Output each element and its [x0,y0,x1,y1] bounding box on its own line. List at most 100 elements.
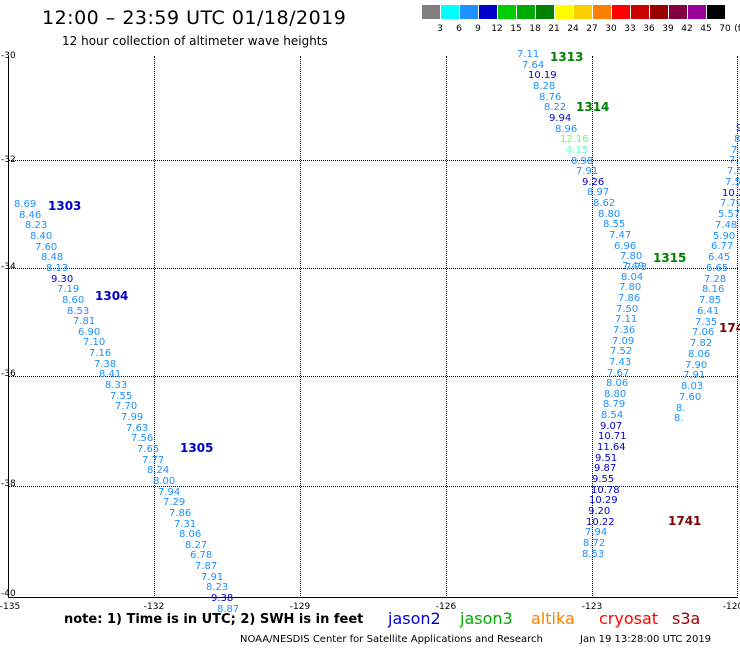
satellite-legend-entry: altika [531,609,575,628]
wave-height-value: 8.24 [147,465,170,476]
wave-height-value: 8.79 [603,399,626,410]
wave-height-value: 7.77 [142,455,165,466]
legend-swatch [707,5,725,19]
wave-height-value: 7.06 [692,327,715,338]
wave-height-value: 8.76 [539,92,562,103]
wave-height-value: 7.86 [618,293,641,304]
wave-height-value: 8.62 [593,198,616,209]
legend-swatch [650,5,668,19]
wave-height-value: 8.40 [30,231,53,242]
legend-label: 24 [567,24,579,34]
wave-height-value: 8. [674,413,684,424]
gridline-lon-129 [300,56,301,598]
wave-height-value: 8.48 [41,252,64,263]
wave-height-value: 8.03 [681,381,704,392]
satellite-legend-entry: jason2 [388,609,441,628]
legend-swatch [555,5,573,19]
wave-height-value: 7.28 [704,274,727,285]
wave-height-value: 7.60 [679,392,702,403]
gridline-lon-120 [737,56,738,598]
wave-height-value: 7.60 [35,242,58,253]
gridline-lon-126 [446,56,447,598]
wave-height-value: 9.30 [51,274,74,285]
legend-swatch [479,5,497,19]
lat-label: -40 [1,589,16,599]
wave-height-value: 10.22 [586,517,615,528]
legend-label: 27 [586,24,598,34]
pass-number-label: 1315 [653,251,687,265]
lon-label: -132 [143,602,165,612]
wave-height-value: 9.26 [582,177,605,188]
wave-height-value: 7.50 [616,304,639,315]
gridline-lon-123 [592,56,593,598]
gridline-lat-36 [8,376,738,377]
wave-height-value: 7.52 [725,177,740,188]
wave-height-value: 7.11 [615,314,638,325]
wave-height-value: 8.53 [582,549,605,560]
map-left-border [8,56,9,598]
wave-height-value: 9.38 [211,593,234,604]
pass-number-label: 1303 [48,199,82,213]
wave-height-value: 4.15 [566,145,589,156]
wave-height-value: 5.57 [718,209,740,220]
wave-height-value: 9.07 [600,421,623,432]
wave-height-value: 6.78 [190,550,213,561]
legend-label: 70 [719,24,731,34]
lon-label: -120 [722,602,740,612]
wave-height-value: 7.87 [195,561,218,572]
wave-height-value: 10.27 [722,188,740,199]
wave-height-value: 7.94 [158,487,181,498]
wave-height-value: 7.29 [163,497,186,508]
chart-subtitle: 12 hour collection of altimeter wave hei… [62,34,328,48]
pass-number-label: 1305 [180,441,214,455]
wave-height-value: 7.86 [169,508,192,519]
gridline-lon-132 [154,56,155,598]
wave-height-value: 6.45 [708,252,731,263]
gridline-lat-38 [8,486,738,487]
wave-height-value: 8.00 [153,476,176,487]
wave-height-value: 8.60 [62,295,85,306]
wave-height-value: 7.65 [137,444,160,455]
lat-label: -34 [1,262,16,272]
wave-height-value: 9.20 [588,506,611,517]
legend-swatch [460,5,478,19]
wave-height-value: 7.38 [94,359,117,370]
legend-swatch [536,5,554,19]
pass-number-label: 174 [719,321,740,335]
legend-swatch [498,5,516,19]
legend-label: 45 [700,24,712,34]
chart-title: 12:00 – 23:59 UTC 01/18/2019 [42,7,347,29]
wave-height-value: 8.04 [621,272,644,283]
legend-swatch [574,5,592,19]
lat-label: -38 [1,479,16,489]
wave-height-value: 7.73 [625,262,648,273]
wave-height-value: 7.67 [607,368,630,379]
wave-height-value: 9.87 [594,463,617,474]
wave-height-value: 7.55 [110,391,133,402]
wave-height-value: 7.79 [720,198,740,209]
footer-note: note: 1) Time is in UTC; 2) SWH is in fe… [64,612,364,627]
wave-height-value: 8.28 [533,81,556,92]
legend-label: 36 [643,24,655,34]
wave-height-value: 8.06 [688,349,711,360]
lon-label: -135 [0,602,21,612]
satellite-legend-entry: cryosat [599,609,659,628]
legend-label: 18 [529,24,541,34]
satellite-legend-entry: s3a [672,609,701,628]
pass-number-label: 1313 [550,50,584,64]
wave-height-value: 8.27 [185,540,208,551]
wave-height-value: 7.70 [115,401,138,412]
wave-height-value: 8.96 [555,124,578,135]
legend-swatch [631,5,649,19]
legend-label: 33 [624,24,636,34]
wave-height-value: 8.87 [217,604,240,615]
wave-height-value: 7.11 [517,49,540,60]
lon-label: -123 [581,602,603,612]
lat-label: -32 [1,155,16,165]
wave-height-value: 7.36 [613,325,636,336]
wave-height-value: 7.90 [685,360,708,371]
wave-height-value: 7.16 [89,348,112,359]
generation-timestamp: Jan 19 13:28:00 UTC 2019 [580,634,712,645]
lon-label: -126 [435,602,457,612]
legend-label: 12 [491,24,503,34]
